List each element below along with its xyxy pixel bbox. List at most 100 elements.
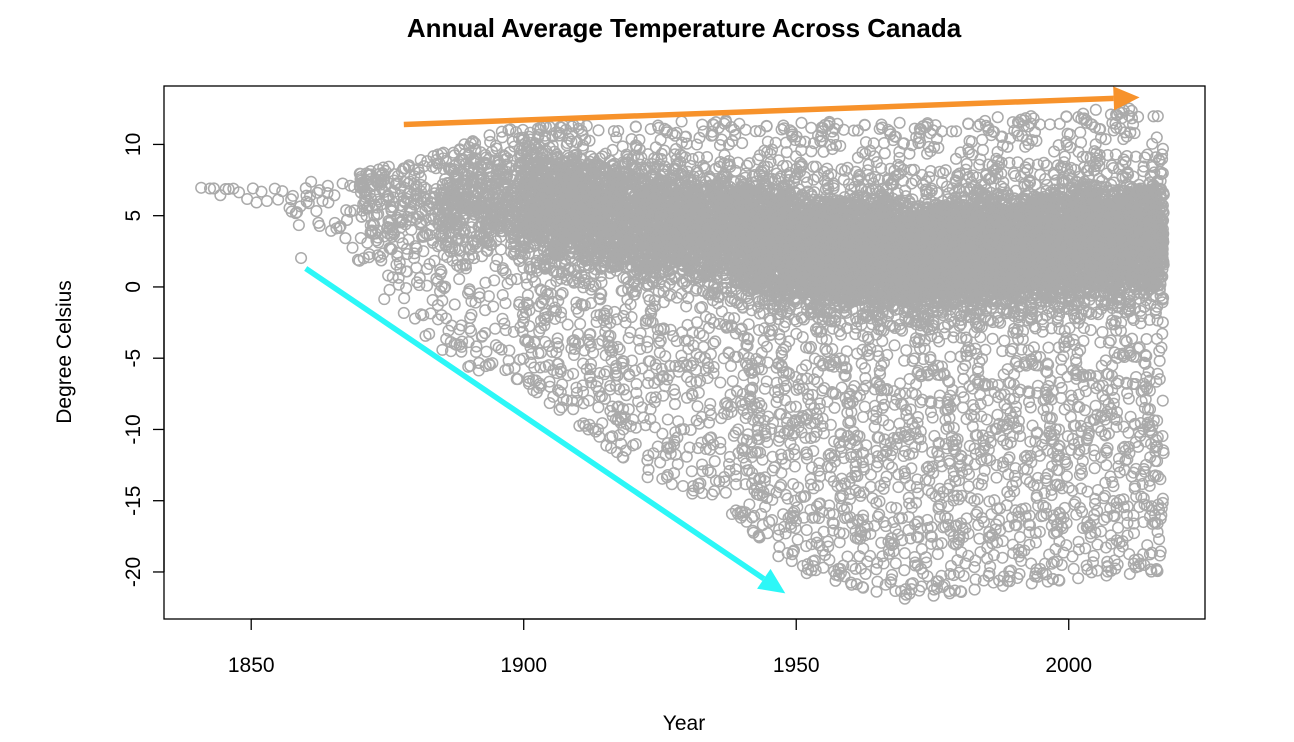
data-point bbox=[401, 210, 414, 223]
data-point bbox=[392, 278, 405, 291]
data-point bbox=[654, 456, 667, 469]
data-point bbox=[758, 382, 771, 395]
data-point bbox=[517, 261, 530, 274]
data-point bbox=[739, 123, 752, 136]
data-point bbox=[328, 189, 341, 202]
data-point bbox=[374, 250, 387, 263]
data-point bbox=[423, 327, 436, 340]
data-point bbox=[708, 485, 721, 498]
data-point bbox=[203, 182, 217, 195]
chart-title: Annual Average Temperature Across Canada bbox=[407, 13, 962, 43]
data-point bbox=[654, 133, 667, 146]
data-point bbox=[500, 158, 513, 171]
data-point bbox=[378, 293, 391, 306]
data-point bbox=[420, 279, 434, 292]
data-point bbox=[690, 138, 703, 151]
data-point bbox=[496, 288, 509, 302]
data-point bbox=[351, 253, 365, 266]
data-point bbox=[539, 335, 552, 348]
data-point bbox=[401, 247, 414, 261]
data-point bbox=[434, 263, 447, 276]
data-point bbox=[685, 465, 698, 478]
data-point bbox=[458, 223, 471, 236]
data-point bbox=[290, 206, 304, 219]
data-point bbox=[475, 330, 488, 343]
data-point bbox=[286, 189, 299, 202]
data-point bbox=[521, 336, 534, 349]
data-point bbox=[726, 375, 739, 388]
data-point bbox=[668, 398, 682, 411]
data-point bbox=[423, 202, 436, 215]
data-point bbox=[478, 235, 491, 248]
data-point bbox=[453, 273, 466, 286]
data-point bbox=[336, 177, 349, 190]
data-point bbox=[408, 312, 422, 325]
data-point bbox=[439, 280, 452, 293]
data-point bbox=[499, 364, 512, 377]
data-point bbox=[521, 289, 534, 302]
data-point bbox=[348, 204, 361, 217]
data-point bbox=[592, 124, 605, 137]
data-point bbox=[394, 262, 407, 275]
data-point bbox=[503, 344, 516, 357]
data-point bbox=[313, 219, 326, 233]
data-point bbox=[714, 376, 727, 389]
data-point bbox=[736, 137, 749, 150]
data-point bbox=[295, 251, 308, 265]
data-point bbox=[525, 347, 538, 360]
data-point bbox=[322, 196, 335, 209]
data-point bbox=[390, 258, 403, 271]
data-point bbox=[534, 361, 547, 374]
data-point bbox=[250, 196, 263, 209]
data-point bbox=[463, 322, 476, 335]
data-point bbox=[428, 254, 441, 267]
data-point bbox=[195, 181, 208, 194]
data-point bbox=[561, 318, 574, 331]
data-point bbox=[340, 213, 354, 227]
data-point bbox=[414, 154, 427, 167]
data-point bbox=[610, 131, 623, 144]
data-point bbox=[487, 300, 500, 313]
data-point bbox=[483, 129, 496, 142]
data-point bbox=[385, 230, 399, 243]
data-point bbox=[496, 264, 509, 277]
data-point bbox=[715, 305, 728, 318]
data-point bbox=[448, 298, 461, 311]
data-point bbox=[676, 479, 690, 493]
data-point bbox=[480, 345, 493, 358]
data-point bbox=[405, 223, 418, 236]
data-point bbox=[417, 245, 430, 258]
data-point bbox=[500, 172, 513, 185]
data-point bbox=[436, 294, 449, 307]
data-point bbox=[302, 197, 315, 210]
data-point bbox=[680, 450, 693, 463]
data-point bbox=[498, 317, 511, 330]
data-point bbox=[499, 324, 512, 337]
data-point bbox=[538, 319, 551, 332]
data-point bbox=[383, 283, 396, 296]
data-point bbox=[384, 242, 397, 255]
data-point bbox=[445, 319, 458, 332]
data-point bbox=[494, 243, 507, 256]
data-point bbox=[397, 306, 410, 320]
data-point bbox=[574, 317, 587, 330]
data-point bbox=[714, 436, 727, 449]
data-point bbox=[414, 216, 427, 229]
data-point bbox=[466, 135, 479, 148]
data-point bbox=[412, 162, 425, 175]
data-point bbox=[530, 261, 543, 274]
data-point bbox=[696, 458, 709, 471]
data-point bbox=[527, 373, 540, 387]
data-point bbox=[704, 397, 717, 410]
data-point bbox=[490, 142, 503, 155]
data-point bbox=[453, 338, 466, 351]
data-point bbox=[418, 181, 431, 194]
data-point bbox=[333, 221, 346, 234]
data-point bbox=[482, 290, 495, 303]
data-point bbox=[470, 340, 483, 353]
data-point bbox=[413, 279, 426, 292]
data-point bbox=[505, 273, 518, 286]
data-point bbox=[702, 416, 716, 429]
data-point bbox=[207, 182, 220, 195]
data-point bbox=[693, 417, 706, 430]
